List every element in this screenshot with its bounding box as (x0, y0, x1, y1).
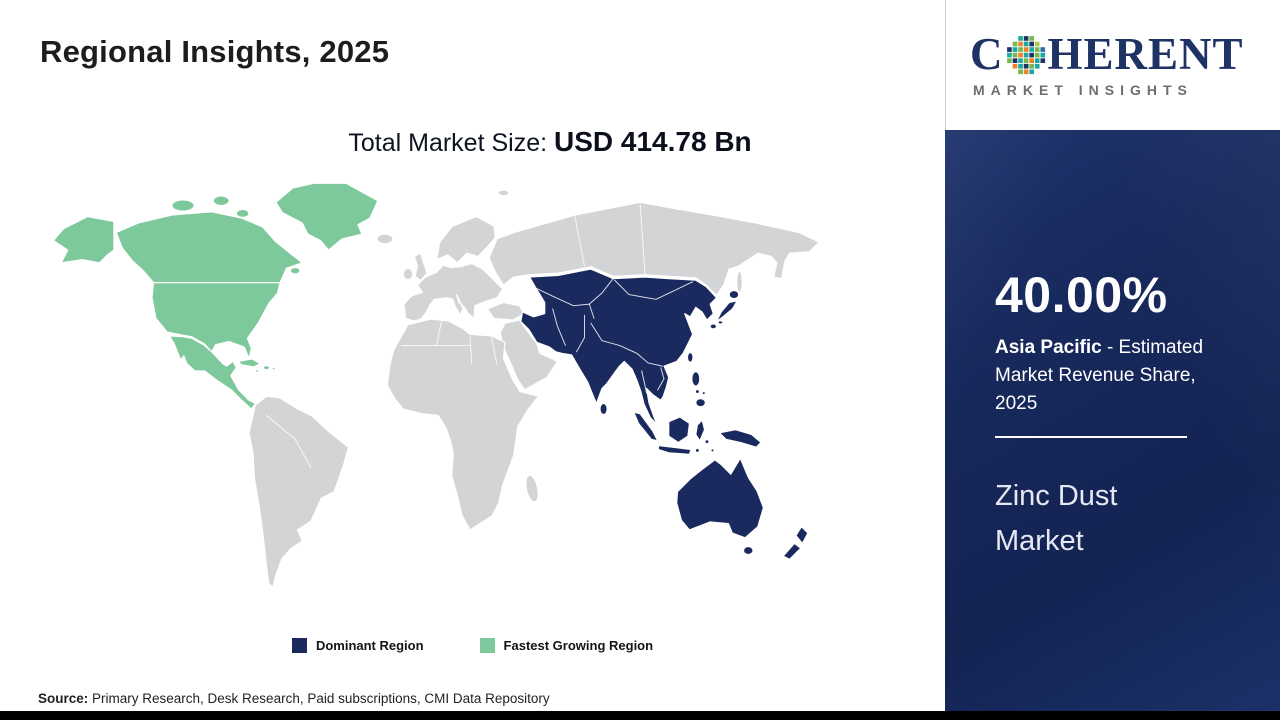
dotted-globe-o-icon (1006, 35, 1045, 74)
borneo (668, 416, 690, 443)
fastest-growing-region-label: Fastest Growing Region (503, 638, 654, 653)
luzon (691, 371, 701, 387)
sidebar-content: 40.00% Asia Pacific - Estimated Market R… (945, 130, 1280, 564)
shikoku (717, 320, 724, 325)
market-share-value: 40.00% (995, 267, 1168, 323)
market-share-desc-text: - Estimated Market Revenue Share, 2025 (995, 337, 1204, 415)
mexico-central-america (168, 335, 256, 410)
maluku (704, 439, 710, 445)
bottom-black-bar (0, 711, 1280, 720)
report-title: Zinc Dust Market (995, 480, 1118, 558)
madagascar (525, 474, 539, 503)
fastest-growing-region-swatch (479, 638, 495, 653)
alaska (52, 216, 115, 264)
sidebar-panel: C HERENT MARKET INSIGHTS 40.00% Asia Pac… (945, 0, 1280, 711)
lesser-sunda (710, 448, 715, 453)
philippine-island (694, 389, 700, 395)
usa (151, 282, 281, 359)
logo-letters-herent: HERENT (1047, 29, 1244, 79)
timor (694, 447, 700, 453)
page-title: Regional Insights, 2025 (40, 34, 390, 69)
market-share-region: Asia Pacific (995, 337, 1102, 358)
sri-lanka (599, 402, 608, 416)
africa (386, 318, 539, 531)
country-borders (266, 203, 694, 469)
company-logo: C HERENT MARKET INSIGHTS (945, 0, 1280, 130)
russia (488, 201, 820, 296)
new-zealand-south (782, 542, 802, 560)
turkey (486, 301, 525, 321)
svalbard (497, 189, 510, 197)
hispaniola (262, 365, 271, 371)
asia-mainland (520, 268, 718, 426)
new-guinea (719, 429, 762, 448)
jamaica (254, 368, 259, 373)
australia (676, 457, 764, 539)
legend-item-dominant: Dominant Region (291, 638, 424, 653)
region-rest-of-world (248, 189, 820, 588)
market-size-value: USD 414.78 Bn (554, 126, 752, 157)
europe (403, 262, 504, 322)
arabia (499, 319, 559, 391)
arctic-island (212, 195, 230, 207)
market-share-description: Asia Pacific - Estimated Market Revenue … (995, 334, 1230, 418)
arctic-island (235, 208, 250, 219)
region-asia-pacific (520, 268, 809, 560)
logo-wordmark: C HERENT (970, 32, 1280, 77)
arctic-island (171, 199, 195, 212)
tasmania (742, 546, 754, 556)
scandinavia (436, 216, 497, 264)
iceland (376, 233, 394, 245)
sakhalin (736, 270, 743, 293)
greenland (275, 182, 379, 251)
source-line: Source: Primary Research, Desk Research,… (38, 691, 550, 706)
canada (115, 211, 303, 284)
java (657, 445, 692, 455)
sumatra (633, 411, 659, 442)
ireland (402, 267, 414, 281)
divider-line (995, 436, 1187, 439)
mindanao (695, 398, 706, 408)
logo-letter-c: C (970, 29, 1004, 79)
philippine-island (701, 390, 706, 396)
newfoundland (289, 266, 301, 275)
dominant-region-swatch (291, 638, 307, 653)
main-content: Regional Insights, 2025 Total Market Siz… (0, 34, 945, 706)
region-north-america (52, 182, 379, 410)
source-label: Source: (38, 691, 89, 706)
map-legend: Dominant Region Fastest Growing Region (0, 638, 945, 653)
total-market-size: Total Market Size: USD 414.78 Bn (160, 126, 940, 158)
puerto-rico (271, 366, 276, 371)
cuba (238, 358, 261, 368)
logo-tagline: MARKET INSIGHTS (973, 82, 1193, 98)
hokkaido (728, 290, 740, 300)
sulawesi (695, 419, 706, 442)
united-kingdom (413, 252, 428, 281)
taiwan (686, 352, 694, 363)
world-map (28, 176, 823, 623)
dominant-region-label: Dominant Region (315, 638, 424, 653)
legend-item-fastest-growing: Fastest Growing Region (479, 638, 654, 653)
world-map-svg (52, 182, 820, 588)
kyushu (709, 323, 718, 330)
new-zealand-north (795, 526, 809, 544)
market-size-label: Total Market Size: (348, 129, 554, 157)
source-text: Primary Research, Desk Research, Paid su… (88, 691, 550, 706)
south-america (248, 395, 349, 588)
honshu (715, 300, 738, 323)
